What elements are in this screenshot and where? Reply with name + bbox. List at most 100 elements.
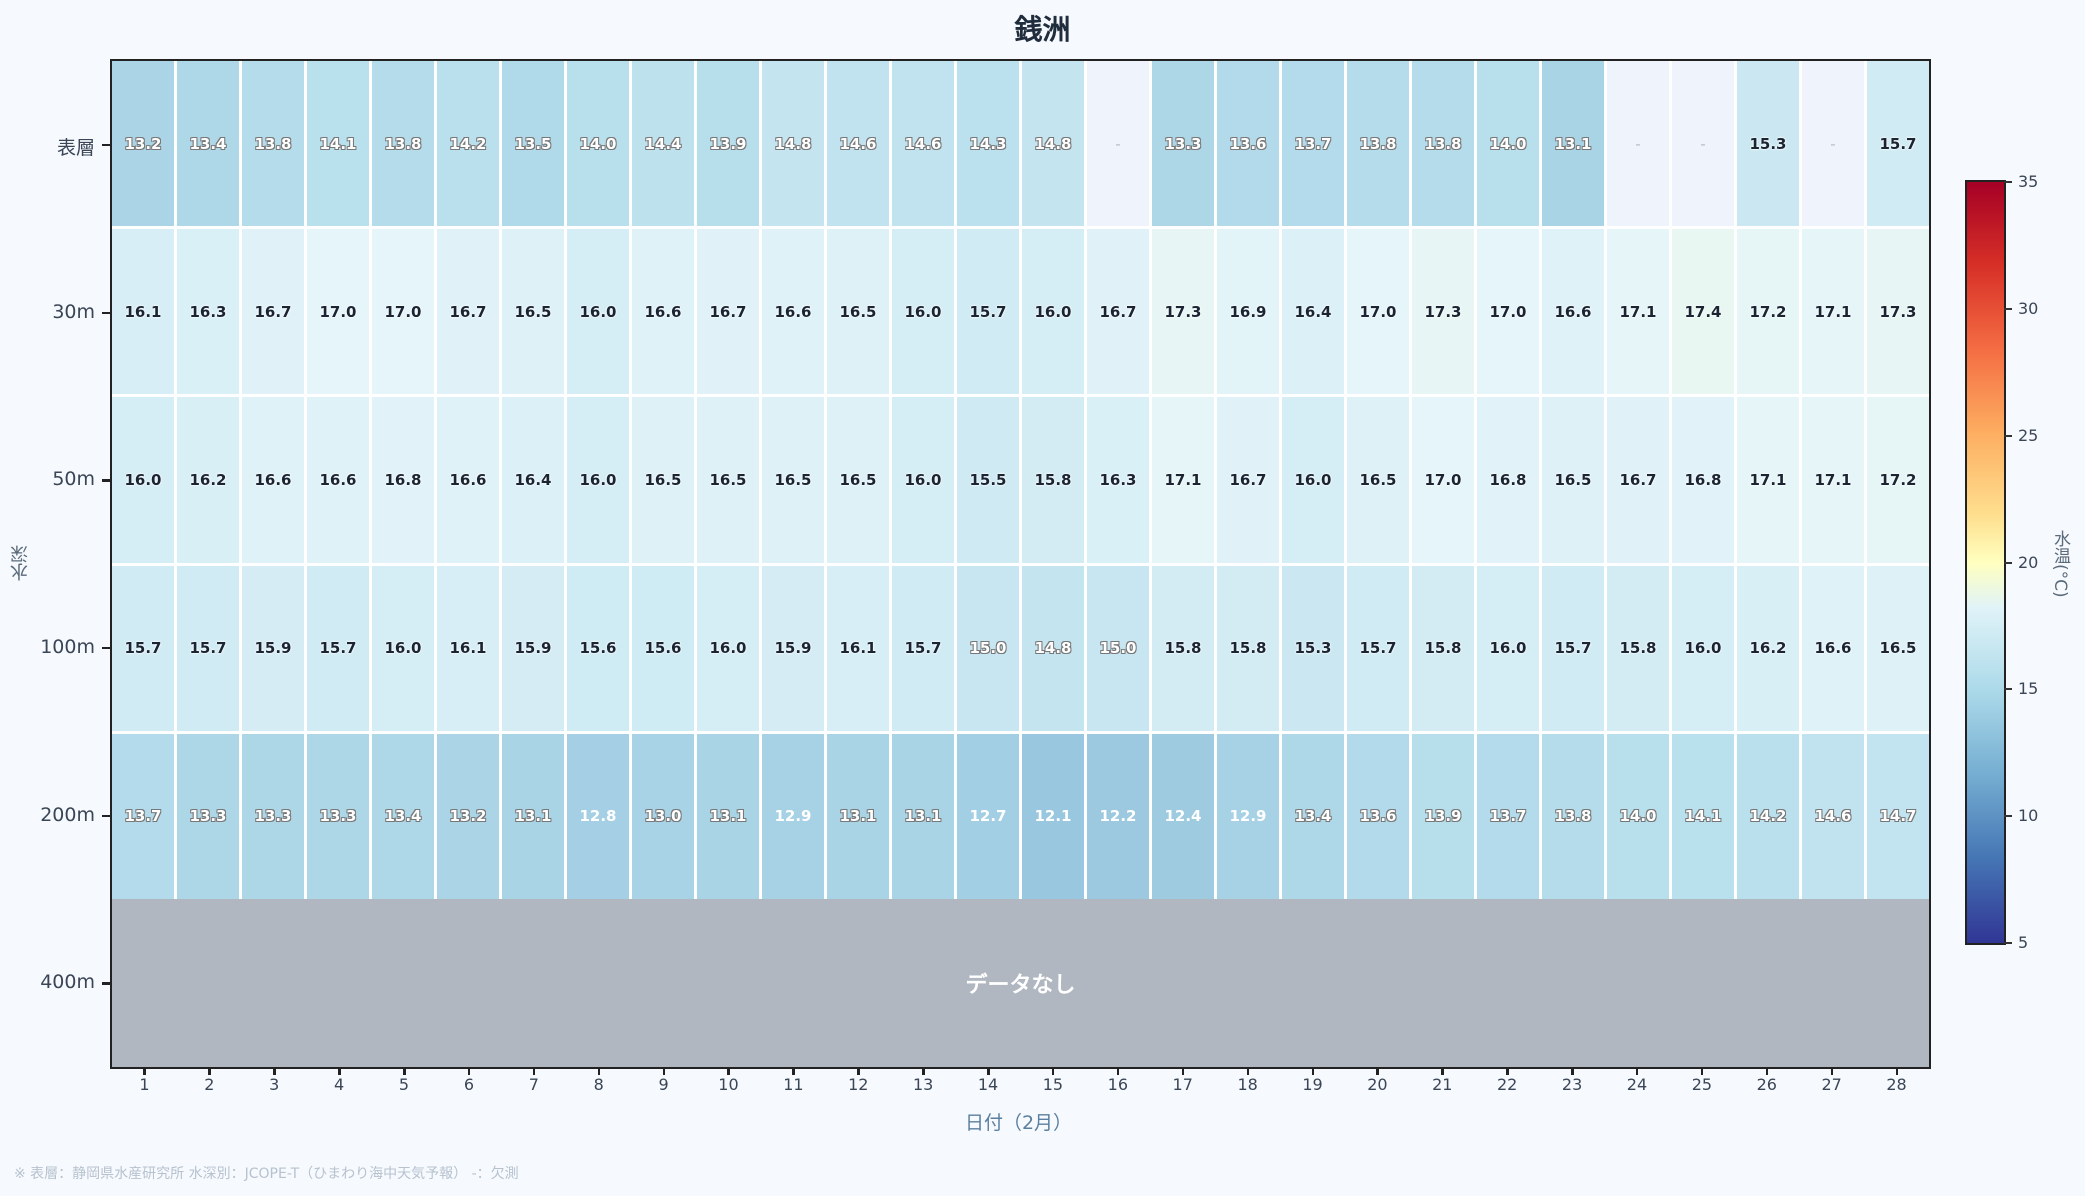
- x-tick-label: 10: [718, 1075, 739, 1094]
- x-tick-mark: [1441, 1067, 1444, 1075]
- x-tick-label: 12: [848, 1075, 869, 1094]
- no-data-label: データなし: [965, 973, 1076, 998]
- colorbar-tick-label: 30: [2018, 298, 2039, 318]
- x-tick-label: 28: [1886, 1075, 1907, 1094]
- heatmap-cell: 15.7: [177, 565, 239, 731]
- x-tick-label: 26: [1756, 1075, 1777, 1094]
- heatmap-cell: 16.7: [242, 229, 304, 395]
- x-tick-mark: [1700, 1067, 1704, 1075]
- heatmap-cell: 15.7: [112, 565, 174, 731]
- heatmap-cell: 12.2: [1087, 733, 1149, 899]
- x-tick-mark: [143, 1067, 146, 1075]
- x-tick-mark: [1246, 1067, 1250, 1075]
- y-tick-mark: [102, 982, 110, 985]
- x-tick-label: 2: [204, 1075, 215, 1094]
- y-tick-mark: [102, 479, 110, 482]
- heatmap-cell: 16.6: [242, 397, 304, 563]
- heatmap-cell: 15.7: [1347, 565, 1409, 731]
- heatmap-cell: 15.3: [1737, 61, 1799, 227]
- heatmap-cell: 12.8: [567, 733, 629, 899]
- x-tick-label: 5: [398, 1075, 410, 1094]
- x-tick-label: 19: [1302, 1075, 1323, 1094]
- colorbar-tick-mark: [2004, 688, 2012, 691]
- heatmap-cell: 16.0: [372, 565, 434, 731]
- x-tick-label: 6: [463, 1075, 474, 1094]
- y-tick-label: 30m: [52, 300, 95, 323]
- heatmap-cell: 13.1: [502, 733, 564, 899]
- heatmap-cell: 17.0: [307, 229, 369, 395]
- heatmap-cell: 16.5: [1542, 397, 1604, 563]
- heatmap-cell: 13.7: [1477, 733, 1539, 899]
- heatmap-cell: 17.1: [1607, 229, 1669, 395]
- heatmap-cell: 16.5: [1867, 565, 1929, 731]
- heatmap-cell: 16.0: [1022, 229, 1084, 395]
- heatmap-cell: 16.8: [1672, 397, 1734, 563]
- heatmap-cell: 13.1: [892, 733, 954, 899]
- heatmap-cell: 16.4: [1282, 229, 1344, 395]
- heatmap-cell: 16.0: [892, 229, 954, 395]
- heatmap-cell: 17.2: [1867, 397, 1929, 563]
- heatmap-cell: 14.0: [1607, 733, 1669, 899]
- heatmap-cell: 15.7: [307, 565, 369, 731]
- x-tick-mark: [1571, 1067, 1574, 1075]
- heatmap-cell: 16.6: [1802, 565, 1864, 731]
- x-tick-mark: [922, 1067, 925, 1075]
- x-tick-mark: [338, 1067, 341, 1075]
- heatmap-cell: 17.2: [1737, 229, 1799, 395]
- heatmap-cell: 16.7: [1087, 229, 1149, 395]
- heatmap-cell: 16.1: [437, 565, 499, 731]
- heatmap-cell: 12.9: [762, 733, 824, 899]
- x-tick-mark: [987, 1067, 990, 1075]
- heatmap-cell: -: [1802, 61, 1864, 227]
- heatmap-plot-area: 13.2 13.4 13.8 14.1 13.8 14.2 13.5 14.0 14.4 13.9…: [110, 59, 1931, 1069]
- heatmap-cell: 13.4: [1282, 733, 1344, 899]
- y-tick-label: 表層: [56, 136, 95, 159]
- x-tick-label: 23: [1561, 1075, 1583, 1094]
- x-tick-label: 25: [1691, 1075, 1713, 1094]
- colorbar-tick-label: 15: [2018, 679, 2039, 699]
- heatmap-cell: 13.3: [307, 733, 369, 899]
- x-tick-mark: [1311, 1067, 1315, 1075]
- y-axis-label: 水深: [10, 545, 31, 581]
- heatmap-cell: 13.7: [112, 733, 174, 899]
- heatmap-cell: 14.4: [632, 61, 694, 227]
- heatmap-cell: 14.2: [1737, 733, 1799, 899]
- heatmap-cell: 14.3: [957, 61, 1019, 227]
- heatmap-cell: 13.8: [1412, 61, 1474, 227]
- heatmap-cell: -: [1087, 61, 1149, 227]
- y-tick-label: 400m: [40, 971, 95, 994]
- heatmap-cell: 16.5: [1347, 397, 1409, 563]
- heatmap-cell: 15.6: [567, 565, 629, 731]
- y-tick-mark: [102, 646, 110, 650]
- x-tick-mark: [727, 1067, 730, 1075]
- heatmap-cell: 15.9: [502, 565, 564, 731]
- heatmap-cell: 16.5: [632, 397, 694, 563]
- x-tick-label: 9: [658, 1075, 669, 1094]
- y-tick-mark: [102, 814, 110, 817]
- heatmap-cell: 16.6: [437, 397, 499, 563]
- heatmap-cell: 13.2: [112, 61, 174, 227]
- x-tick-mark: [1376, 1067, 1379, 1075]
- heatmap-cell: 16.6: [632, 229, 694, 395]
- heatmap-cell: 16.5: [762, 397, 824, 563]
- heatmap-cell: 16.3: [1087, 397, 1149, 563]
- x-tick-label: 18: [1237, 1075, 1258, 1094]
- colorbar-label: 水温(°C): [2050, 530, 2070, 598]
- colorbar-tick-mark: [2004, 307, 2012, 310]
- heatmap-cell: 13.7: [1282, 61, 1344, 227]
- x-tick-mark: [532, 1067, 536, 1075]
- x-tick-label: 24: [1626, 1075, 1648, 1094]
- heatmap-cell: 13.9: [1412, 733, 1474, 899]
- heatmap-cell: 12.1: [1022, 733, 1084, 899]
- heatmap-cell: 16.7: [1217, 397, 1279, 563]
- x-tick-label: 17: [1172, 1075, 1193, 1094]
- heatmap-cell: 15.8: [1152, 565, 1214, 731]
- heatmap-cell: 16.3: [177, 229, 239, 395]
- x-tick-mark: [403, 1067, 406, 1075]
- heatmap-cell: 16.5: [827, 397, 889, 563]
- heatmap-cell: -: [1672, 61, 1734, 227]
- heatmap-cell: 15.3: [1282, 565, 1344, 731]
- heatmap-cell: 17.1: [1152, 397, 1214, 563]
- heatmap-cell: 16.7: [437, 229, 499, 395]
- heatmap-cell: 13.6: [1347, 733, 1409, 899]
